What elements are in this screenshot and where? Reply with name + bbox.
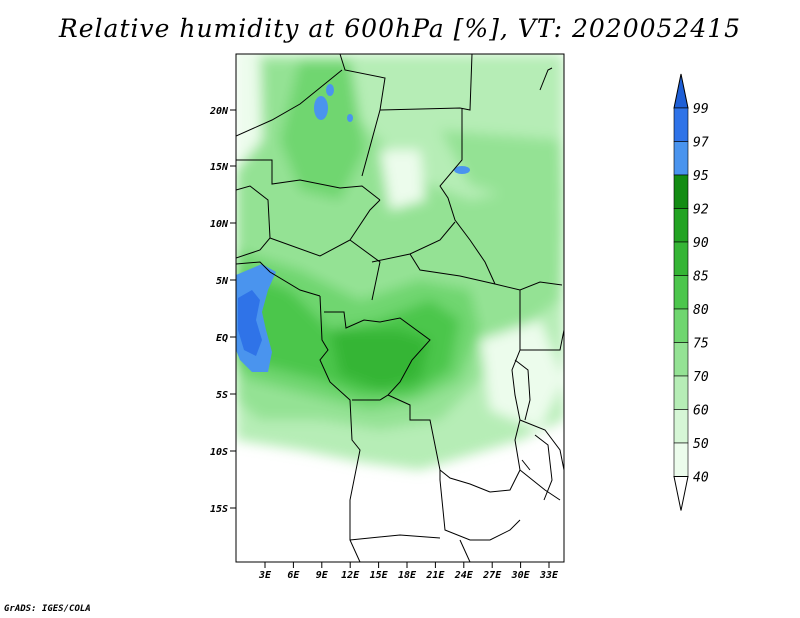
colorbar-label: 85 (693, 270, 709, 285)
colorbar-bin (673, 442, 689, 477)
colorbar-bin (673, 409, 689, 444)
lat-label: 5S (216, 390, 228, 401)
colorbar-bin (673, 208, 689, 243)
lat-label: 20N (209, 106, 229, 117)
lon-label: 24E (454, 570, 474, 581)
colorbar-bin (673, 375, 689, 410)
lon-label: 30E (511, 570, 531, 581)
lat-label: 15N (210, 162, 229, 173)
colorbar-label: 92 (693, 203, 709, 218)
lon-label: 9E (316, 570, 329, 581)
lat-label: 10N (210, 219, 229, 230)
colorbar-bin (673, 174, 689, 209)
colorbar-label: 75 (693, 337, 709, 352)
lat-label: EQ (216, 333, 228, 344)
colorbar-bin (673, 308, 689, 343)
humidity-field (236, 54, 564, 562)
lon-label: 33E (539, 570, 559, 581)
colorbar-label: 40 (693, 471, 709, 486)
colorbar-label: 95 (693, 169, 709, 184)
latitude-axis: 20N 15N 10N 5N EQ 5S 10S 15S (209, 106, 236, 515)
chart-title: Relative humidity at 600hPa [%], VT: 202… (58, 14, 742, 43)
lon-label: 21E (425, 570, 445, 581)
colorbar-label: 99 (693, 102, 709, 117)
lat-label: 5N (216, 276, 229, 287)
colorbar-label: 60 (693, 404, 709, 419)
colorbar-bin (673, 107, 689, 142)
lon-label: 3E (258, 570, 272, 581)
colorbar-bottom-arrow (673, 476, 689, 511)
colorbar-label: 97 (693, 136, 709, 151)
colorbar: 99 97 95 92 90 85 80 75 70 60 50 40 (673, 73, 709, 511)
colorbar-label: 50 (693, 437, 709, 452)
longitude-axis: 3E 6E 9E 12E 15E 18E 21E 24E 27E 30E 33E (258, 562, 559, 581)
lon-label: 12E (341, 570, 360, 581)
lat-label: 10S (210, 447, 228, 458)
lon-label: 15E (370, 570, 389, 581)
colorbar-top-arrow (673, 73, 689, 109)
lon-label: 6E (287, 570, 300, 581)
lat-label: 15S (210, 504, 228, 515)
colorbar-label: 70 (693, 370, 709, 385)
colorbar-label: 80 (693, 303, 709, 318)
lon-label: 18E (398, 570, 417, 581)
grads-credit: GrADS: IGES/COLA (4, 604, 91, 614)
lon-label: 27E (482, 570, 502, 581)
country-borders (236, 54, 564, 562)
colorbar-bin (673, 141, 689, 176)
colorbar-bin (673, 275, 689, 310)
colorbar-bin (673, 342, 689, 377)
colorbar-label: 90 (693, 236, 709, 251)
map-frame (235, 53, 565, 563)
colorbar-bin (673, 241, 689, 276)
